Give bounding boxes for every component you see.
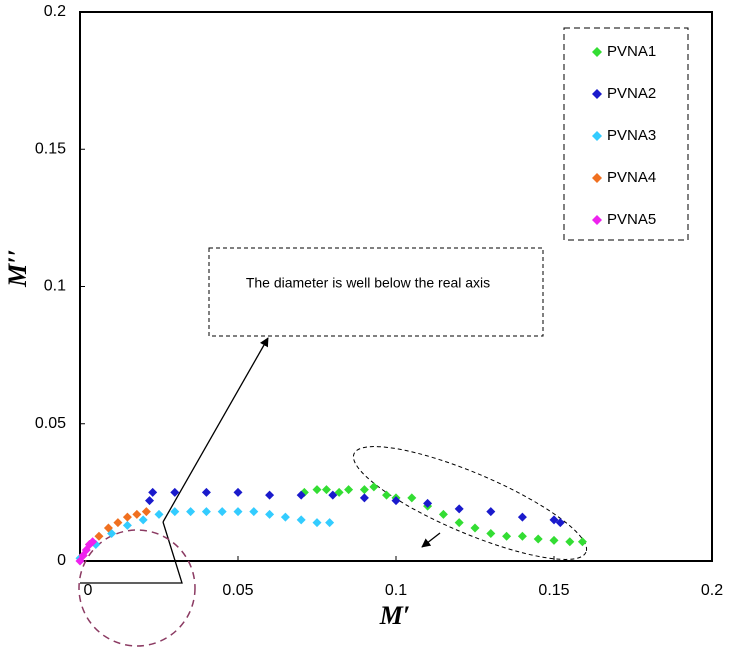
legend-label: PVNA2 [607,85,656,102]
y-tick-label: 0.15 [35,140,66,157]
point [328,490,338,500]
point [407,493,417,503]
point [145,496,155,506]
point [141,507,151,517]
point [148,487,158,497]
point [555,518,565,528]
point [517,512,527,522]
pointer-line [80,521,183,584]
point [454,504,464,514]
point [321,485,331,495]
point [334,487,344,497]
legend-label: PVNA3 [607,127,656,144]
x-tick-label: 0.05 [222,582,253,599]
y-axis-title: M′′ [3,249,32,288]
point [122,520,132,530]
point [325,518,335,528]
point [565,537,575,547]
legend-label: PVNA5 [607,211,656,228]
x-tick-label: 0.15 [538,582,569,599]
y-tick-label: 0.1 [44,278,66,295]
point [549,535,559,545]
point [423,498,433,508]
legend-marker [592,131,602,141]
legend-label: PVNA4 [607,169,656,186]
point [486,507,496,517]
legend-marker [592,215,602,225]
point [170,507,180,517]
point [470,523,480,533]
annotation: The diameter is well below the real axis [246,275,490,291]
point [201,507,211,517]
point [312,485,322,495]
point [94,531,104,541]
legend-marker [592,173,602,183]
point [265,509,275,519]
point [359,493,369,503]
point [359,485,369,495]
point [154,509,164,519]
x-axis-title: M′ [379,601,410,630]
point [132,509,142,519]
highlight-ellipse [352,446,588,560]
point [217,507,227,517]
point [502,531,512,541]
y-tick-label: 0.05 [35,415,66,432]
highlight-circle [78,529,196,647]
x-tick-label: 0.2 [701,582,723,599]
point [103,523,113,533]
y-tick-label: 0.2 [44,3,66,20]
point [486,529,496,539]
point [138,515,148,525]
point [533,534,543,544]
point [577,537,587,547]
point [280,512,290,522]
x-tick-label: 0.1 [385,582,407,599]
point [233,507,243,517]
point [113,518,123,528]
point [201,487,211,497]
arrow [162,337,269,523]
legend-label: PVNA1 [607,43,656,60]
y-tick-label: 0 [57,552,66,569]
point [312,518,322,528]
point [438,509,448,519]
point [249,507,259,517]
point [391,496,401,506]
annotation-box [208,247,544,337]
x-tick-label: 0 [84,582,93,599]
point [296,515,306,525]
point [296,490,306,500]
point [517,531,527,541]
legend-box [563,27,689,241]
point [454,518,464,528]
point [382,490,392,500]
legend-marker [592,89,602,99]
point [170,487,180,497]
point [369,482,379,492]
point [265,490,275,500]
point [233,487,243,497]
point [186,507,196,517]
point [122,512,132,522]
legend-marker [592,47,602,57]
arrow [421,532,441,548]
point [88,537,98,547]
point [344,485,354,495]
point [549,515,559,525]
